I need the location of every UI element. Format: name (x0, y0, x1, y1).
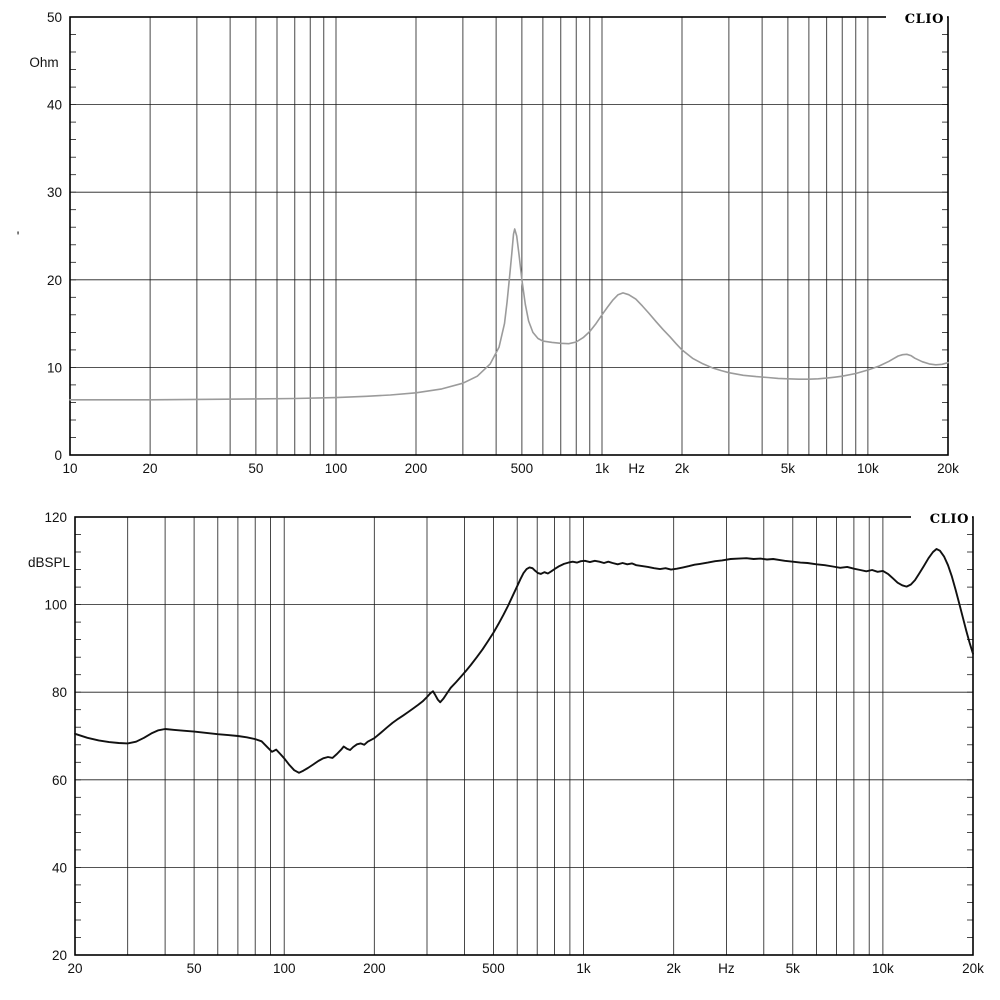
x-tick-label: 10k (857, 461, 879, 476)
spl-frequency-response-chart: 20 40 60 80 100 120 20 50 100 200 500 1k 2k Hz 5k 10k 20… (0, 500, 1000, 1000)
y-axis-unit-label: dBSPL (28, 555, 71, 570)
x-tick-label: 100 (273, 961, 296, 976)
x-tick-label: 20k (937, 461, 959, 476)
plot-border (69, 16, 949, 456)
x-tick-label: 5k (781, 461, 796, 476)
x-tick-label: 1k (576, 961, 591, 976)
x-tick-label: 10k (872, 961, 894, 976)
y-tick-label: 10 (47, 360, 62, 375)
plot-border (74, 516, 974, 956)
x-tick-label: 1k (595, 461, 610, 476)
brand-label-background (911, 509, 972, 526)
y-tick-label: 40 (47, 98, 62, 113)
x-tick-label: 5k (786, 961, 801, 976)
x-tick-label: 50 (187, 961, 202, 976)
brand-label-background (886, 9, 947, 26)
x-tick-label: Hz (718, 961, 735, 976)
grid (70, 17, 948, 455)
x-tick-label: 2k (675, 461, 690, 476)
x-tick-label: 20 (143, 461, 158, 476)
spl-plot: 20 40 60 80 100 120 20 50 100 200 500 1k 2k Hz 5k 10k 20… (28, 509, 984, 976)
y-tick-label: 100 (44, 598, 67, 613)
y-tick-label: 20 (52, 948, 67, 963)
x-tick-label: Hz (628, 461, 645, 476)
y-tick-label: 40 (52, 860, 67, 875)
brand-label: CLIO (930, 512, 969, 527)
y-tick-label: 120 (44, 510, 67, 525)
x-tick-label: 100 (325, 461, 348, 476)
stray-mark: ' (17, 229, 20, 244)
y-tick-label: 20 (47, 273, 62, 288)
impedance-curve (69, 228, 949, 401)
x-tick-label: 20k (962, 961, 984, 976)
x-tick-label: 10 (62, 461, 77, 476)
x-tick-label: 500 (482, 961, 505, 976)
y-tick-label: 80 (52, 685, 67, 700)
y-tick-label: 30 (47, 185, 62, 200)
spl-curve (74, 548, 974, 774)
x-tick-label: 200 (405, 461, 428, 476)
x-tick-label: 2k (667, 961, 682, 976)
grid (75, 517, 973, 955)
x-tick-label: 500 (511, 461, 534, 476)
y-tick-label: 0 (54, 448, 62, 463)
y-tick-label: 60 (52, 773, 67, 788)
y-axis-unit-label: Ohm (29, 55, 58, 70)
x-tick-label: 20 (67, 961, 82, 976)
impedance-chart: 0 10 20 30 40 50 10 20 50 100 200 500 1k Hz 2k 5k 10k 20k… (16, 9, 960, 476)
x-tick-label: 50 (248, 461, 263, 476)
y-tick-label: 50 (47, 10, 62, 25)
x-tick-label: 200 (363, 961, 386, 976)
brand-label: CLIO (905, 12, 944, 27)
